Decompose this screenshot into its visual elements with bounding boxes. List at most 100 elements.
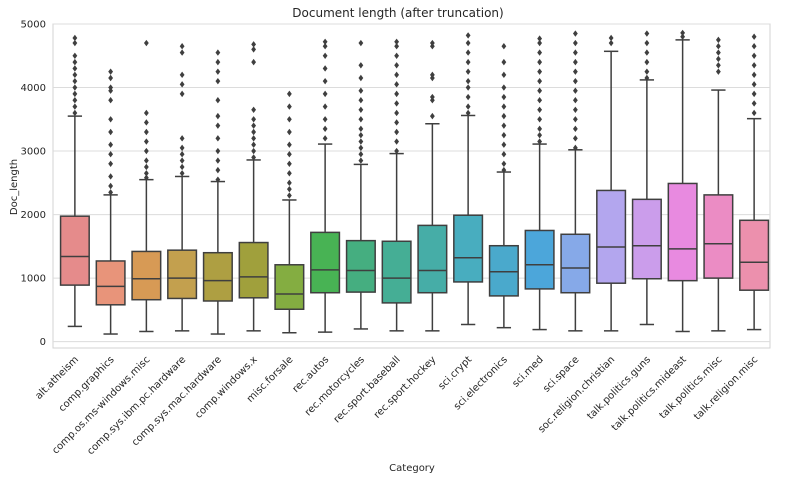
- outlier-point: [251, 128, 257, 136]
- outlier-point: [715, 36, 721, 44]
- outlier-point: [537, 138, 543, 145]
- outlier-point: [108, 182, 114, 190]
- outlier-point: [179, 71, 185, 79]
- outlier-point: [358, 62, 364, 69]
- outlier-point: [251, 122, 257, 129]
- box-iqr: [238, 241, 269, 299]
- outlier-point: [286, 151, 292, 158]
- box-iqr: [524, 229, 555, 290]
- outlier-point: [358, 144, 364, 152]
- outlier-point: [394, 100, 400, 107]
- outlier-point: [537, 131, 543, 139]
- outlier-point: [108, 116, 114, 123]
- outlier-point: [251, 135, 257, 142]
- outlier-point: [358, 116, 364, 123]
- outlier-point: [108, 151, 114, 158]
- outlier-point: [108, 84, 114, 91]
- outlier-point: [537, 106, 543, 113]
- outlier-point: [72, 77, 78, 85]
- outlier-point: [179, 49, 185, 56]
- box-iqr: [703, 194, 734, 279]
- y-tick-label: 0: [40, 337, 46, 348]
- outlier-point: [751, 90, 757, 98]
- outlier-point: [143, 170, 149, 177]
- outlier-point: [429, 39, 435, 47]
- outlier-point: [572, 144, 578, 152]
- outlier-point: [251, 46, 257, 53]
- outlier-point: [751, 62, 757, 69]
- box-iqr: [381, 240, 412, 304]
- y-tick-label: 1000: [21, 274, 46, 285]
- outlier-point: [537, 87, 543, 94]
- outlier-point: [537, 39, 543, 47]
- outlier-point: [394, 52, 400, 59]
- outlier-point: [608, 34, 614, 42]
- outlier-point: [179, 170, 185, 177]
- outlier-point: [72, 58, 78, 66]
- outlier-point: [394, 138, 400, 145]
- outlier-point: [644, 49, 650, 56]
- box-talk.politics.misc: [703, 36, 734, 332]
- outlier-point: [680, 33, 686, 40]
- box-sci.med: [524, 35, 555, 331]
- outlier-point: [322, 65, 328, 72]
- outlier-point: [715, 55, 721, 63]
- outlier-point: [143, 119, 149, 126]
- outlier-point: [572, 58, 578, 66]
- outlier-point: [644, 74, 650, 82]
- outlier-point: [751, 71, 757, 79]
- outlier-point: [358, 151, 364, 158]
- outlier-point: [465, 77, 471, 85]
- outlier-point: [358, 87, 364, 94]
- outlier-point: [72, 71, 78, 79]
- outlier-point: [358, 131, 364, 139]
- outlier-point: [286, 160, 292, 167]
- outlier-point: [572, 97, 578, 104]
- outlier-point: [715, 49, 721, 56]
- outlier-point: [358, 125, 364, 133]
- outlier-point: [751, 100, 757, 107]
- outlier-point: [429, 112, 435, 120]
- outlier-point: [501, 84, 507, 91]
- outlier-point: [465, 109, 471, 117]
- x-axis-label: Category: [389, 463, 435, 474]
- outlier-point: [394, 43, 400, 50]
- outlier-point: [358, 138, 364, 145]
- outlier-point: [501, 43, 507, 50]
- outlier-point: [143, 157, 149, 164]
- outlier-point: [537, 68, 543, 75]
- box-iqr: [560, 233, 591, 294]
- outlier-point: [680, 29, 686, 37]
- outlier-point: [572, 87, 578, 94]
- box-comp.windows.x: [238, 41, 269, 332]
- outlier-point: [572, 49, 578, 56]
- outlier-point: [72, 103, 78, 110]
- box-iqr: [274, 264, 305, 310]
- outlier-point: [429, 71, 435, 79]
- box-iqr: [310, 231, 341, 294]
- outlier-point: [251, 58, 257, 66]
- outlier-point: [537, 97, 543, 104]
- outlier-point: [537, 125, 543, 133]
- box-comp.os.ms-windows.misc: [131, 39, 162, 333]
- outlier-point: [72, 90, 78, 98]
- outlier-point: [143, 138, 149, 145]
- outlier-point: [179, 157, 185, 164]
- outlier-point: [108, 128, 114, 136]
- outlier-point: [251, 141, 257, 148]
- outlier-point: [715, 68, 721, 75]
- outlier-point: [322, 38, 328, 45]
- outlier-point: [751, 81, 757, 88]
- box-iqr: [739, 219, 770, 291]
- outlier-point: [179, 151, 185, 158]
- box-sci.electronics: [488, 43, 519, 329]
- outlier-point: [501, 166, 507, 174]
- outlier-point: [72, 39, 78, 47]
- y-tick-labels: 0 1000 2000 3000 4000 5000: [21, 20, 46, 349]
- outlier-point: [394, 128, 400, 136]
- box-iqr: [95, 260, 126, 306]
- outlier-point: [465, 39, 471, 47]
- box-rec.autos: [310, 38, 341, 333]
- outlier-point: [215, 147, 221, 155]
- outlier-point: [179, 90, 185, 98]
